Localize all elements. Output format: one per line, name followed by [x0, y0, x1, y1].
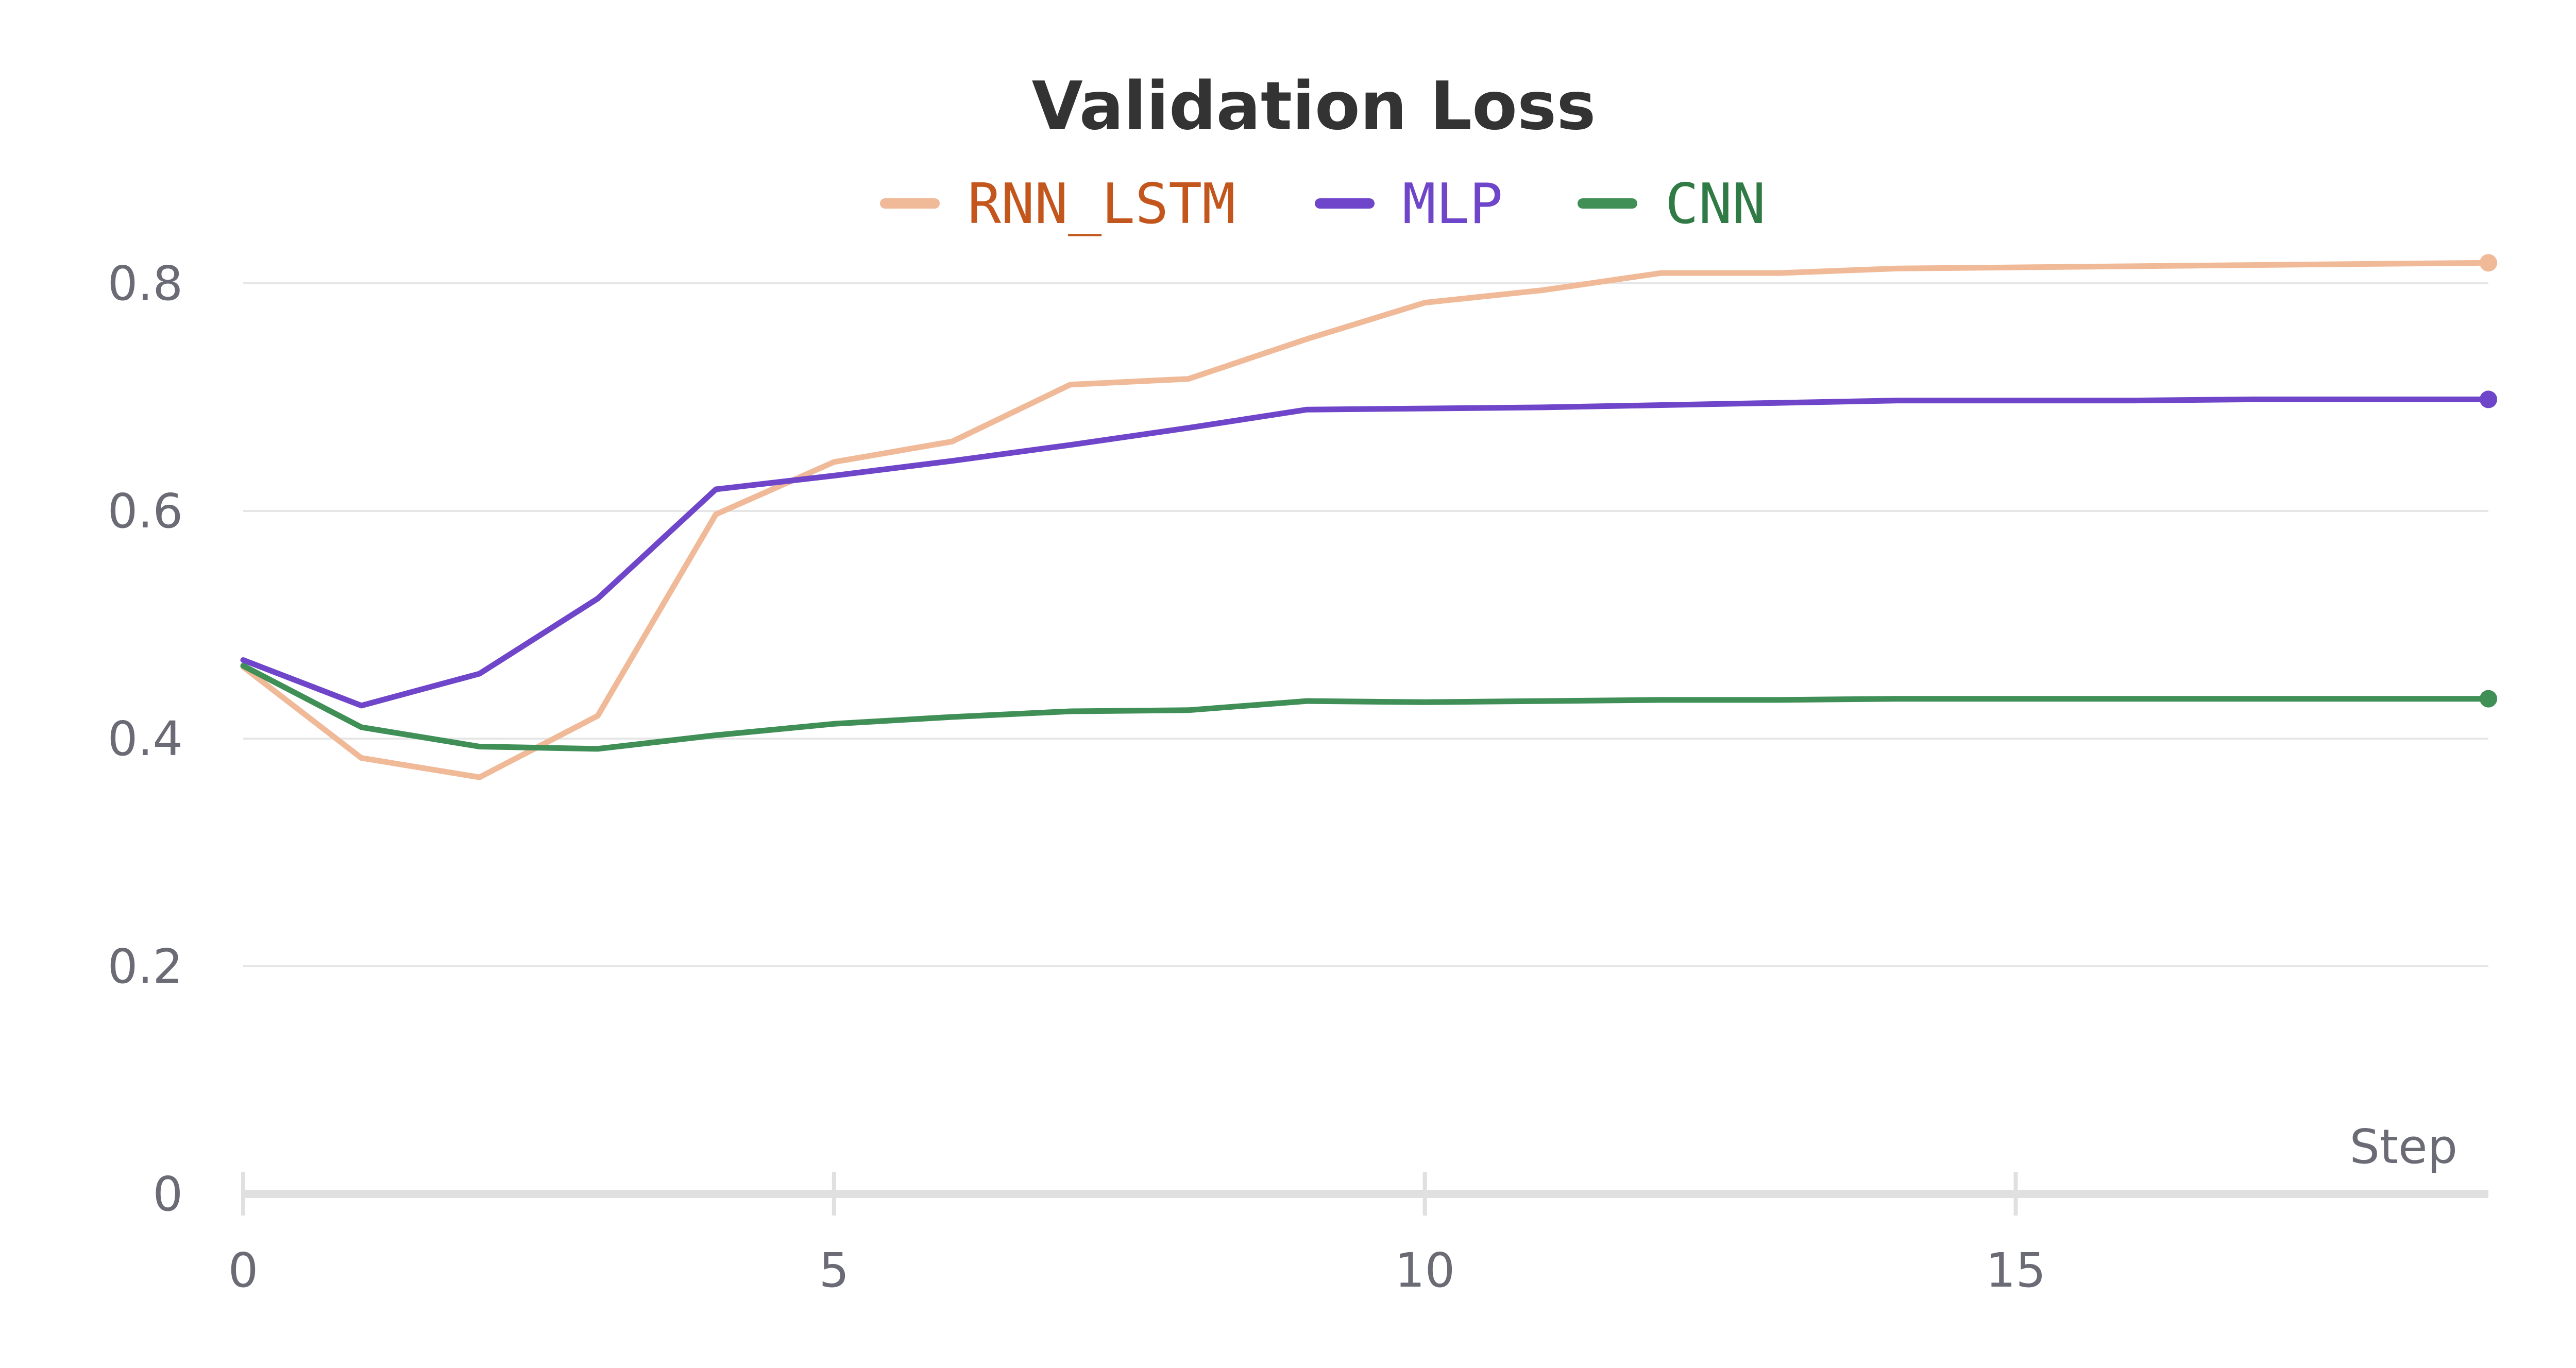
x-tick-label: 0 — [228, 1243, 259, 1298]
y-tick-label: 0.2 — [108, 939, 183, 994]
y-tick-label: 0.4 — [108, 711, 183, 766]
series-end-point-mlp[interactable] — [2480, 390, 2497, 408]
series-end-point-cnn[interactable] — [2480, 690, 2497, 708]
legend-label: CNN — [1665, 172, 1766, 236]
legend[interactable]: RNN_LSTM MLP CNN — [880, 172, 1766, 236]
x-tick-label: 10 — [1395, 1243, 1455, 1298]
x-tick-label: 15 — [1986, 1243, 2046, 1298]
chart-title: Validation Loss — [1032, 68, 1596, 145]
legend-item-cnn[interactable]: CNN — [1578, 172, 1766, 236]
x-tick-label: 5 — [819, 1243, 850, 1298]
series-end-point-rnn-lstm[interactable] — [2480, 254, 2497, 272]
series-line-rnn-lstm[interactable] — [240, 260, 2492, 780]
x-axis-title: Step — [2350, 1119, 2458, 1174]
legend-label: RNN_LSTM — [968, 172, 1235, 236]
y-tick-label: 0.6 — [108, 484, 183, 539]
grid-lines — [243, 282, 2488, 967]
y-tick-label: 0 — [152, 1167, 183, 1222]
x-axis-ticks: 0 5 10 15 — [228, 1172, 2046, 1298]
legend-item-mlp[interactable]: MLP — [1315, 172, 1503, 236]
y-tick-label: 0.8 — [108, 256, 183, 311]
series-line-mlp[interactable] — [240, 396, 2492, 709]
series-line-cnn[interactable] — [240, 663, 2492, 752]
series-lines — [240, 254, 2497, 780]
y-axis-ticks: 0 0.2 0.4 0.6 0.8 — [108, 256, 183, 1222]
legend-label: MLP — [1402, 172, 1503, 236]
legend-item-rnn-lstm[interactable]: RNN_LSTM — [880, 172, 1235, 236]
